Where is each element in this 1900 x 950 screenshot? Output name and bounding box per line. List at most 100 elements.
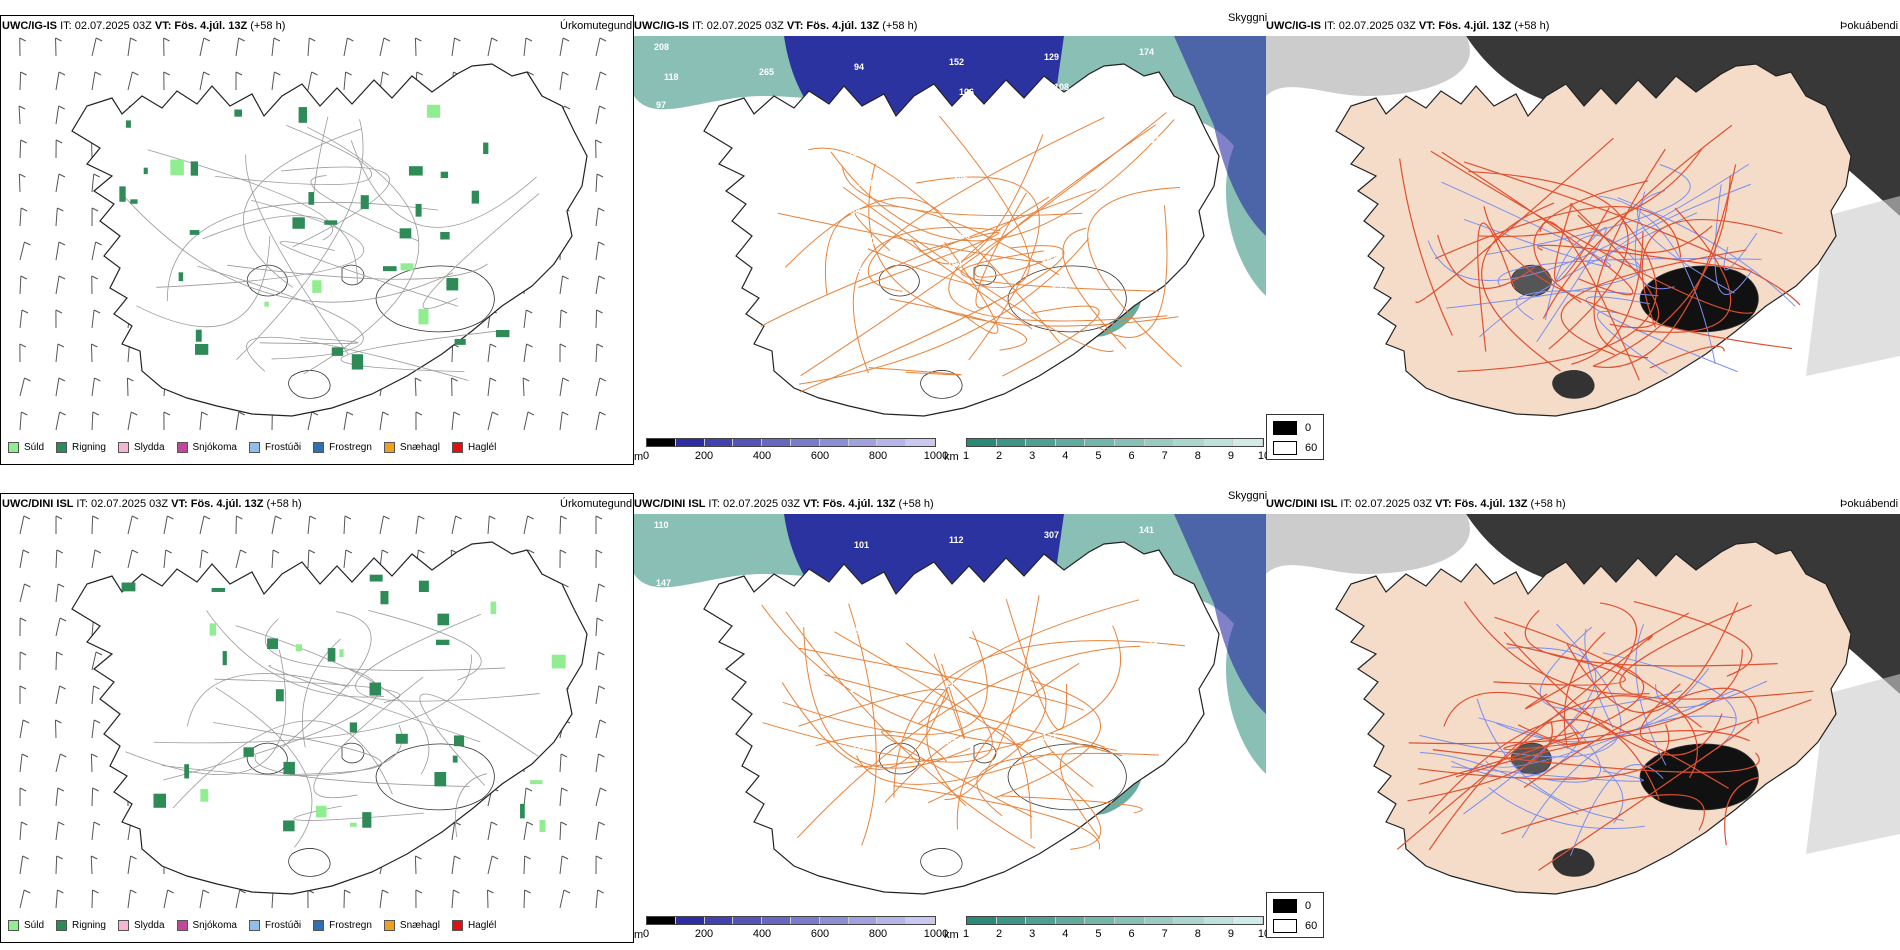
scale-cell [1174, 439, 1204, 446]
ceiling-value-label: 113 [858, 178, 873, 188]
fog-panel: UWC/DINI ISL IT: 02.07.2025 03Z VT: Fös.… [1266, 478, 1900, 948]
vt-value: Fös. 4.júl. 13Z [806, 20, 883, 32]
ceiling-value-label: 149 [658, 636, 673, 646]
precip-type-panel: UWC/DINI ISL IT: 02.07.2025 03Z VT: Fös.… [0, 478, 634, 948]
ceiling-value-label: 173 [951, 593, 966, 603]
ceiling-value-label: 130 [1141, 105, 1156, 115]
ceiling-value-label: 130 [955, 231, 970, 241]
it-label: IT: [76, 498, 92, 510]
ceiling-value-label: 218 [945, 201, 960, 211]
panel-header: UWC/DINI ISL IT: 02.07.2025 03Z VT: Fös.… [2, 494, 302, 514]
scale-cell [848, 917, 878, 924]
scale-tick-label: 3 [1029, 928, 1036, 940]
visibility-map: 110 116 128 116 121 141 147 172 251 336 307 115 149 1… [634, 514, 1266, 914]
legend-label: Haglél [467, 441, 497, 453]
precip-legend-item: Snæhagl [383, 919, 440, 931]
ceiling-value-label: 147 [656, 578, 671, 588]
precip-legend-item: Frostúði [248, 441, 301, 453]
ceiling-unit: m [634, 451, 644, 463]
forecast-row: UWC/DINI ISL IT: 02.07.2025 03Z VT: Fös.… [0, 478, 1900, 948]
fog-legend-item: 60 [1273, 441, 1317, 455]
it-value: 02.07.2025 03Z [1338, 20, 1419, 32]
fog-panel: UWC/IG-IS IT: 02.07.2025 03Z VT: Fös. 4.… [1266, 0, 1900, 470]
it-label: IT: [692, 20, 707, 32]
scale-tick-label: 2 [996, 450, 1003, 462]
ceiling-value-label: 117 [852, 742, 867, 752]
ceiling-value-label: 132 [1052, 284, 1067, 294]
ceiling-value-label: 259 [856, 120, 871, 130]
legend-swatch [248, 919, 260, 931]
roads [1396, 601, 1814, 871]
model-name: UWC/DINI ISL [1266, 498, 1341, 510]
vt-value: Fös. 4.júl. 13Z [822, 498, 899, 510]
precip-legend: Súld Rigning Slydda Snjókoma Frostúði Frostre… [8, 915, 508, 935]
ceiling-value-label: 120 [755, 689, 770, 699]
ceiling-value-label: 336 [947, 737, 962, 747]
vt-label: VT: [1435, 498, 1455, 510]
panel-title: Þokuábendi [1840, 20, 1899, 32]
glacier-outline [341, 264, 365, 286]
ceiling-value-label: 107 [1145, 221, 1160, 231]
panel-frame [0, 493, 634, 943]
ceiling-value-label: 172 [753, 631, 768, 641]
precip-legend-item: Slydda [117, 919, 165, 931]
scale-tick-label: 600 [810, 928, 830, 940]
forecast-row: UWC/IG-IS IT: 02.07.2025 03Z VT: Fös. 4.… [0, 0, 1900, 470]
ceiling-labels: 208 224 189 218 181 174 97 96 98 104 129 130 127 151 1… [654, 42, 1166, 304]
fog-map [1266, 36, 1900, 436]
roads [122, 116, 540, 381]
model-name: UWC/DINI ISL [634, 498, 709, 510]
scale-tick-label: 800 [868, 450, 888, 462]
panel-header: UWC/DINI ISL IT: 02.07.2025 03Z VT: Fös.… [1266, 494, 1566, 514]
visibility-map: 208 224 189 218 181 174 97 96 98 104 129 130 127 151 1… [634, 36, 1266, 436]
legend-label: 0 [1305, 900, 1312, 912]
legend-swatch [1273, 919, 1297, 933]
glacier-outline [288, 848, 331, 877]
ceiling-value-label: 105 [951, 115, 966, 125]
it-value: 02.07.2025 03Z [1355, 498, 1436, 510]
ceiling-value-label: 97 [1153, 193, 1163, 203]
ceiling-value-label: 131 [1050, 226, 1065, 236]
scale-cell [790, 439, 820, 446]
scale-cell [790, 917, 820, 924]
legend-label: Frostregn [329, 919, 372, 931]
panel-frame [0, 15, 634, 465]
ceiling-value-label: 98 [850, 206, 860, 216]
legend-label: Rigning [72, 441, 106, 453]
ceiling-value-label: 172 [763, 183, 778, 193]
ceiling-value-label: 83 [1056, 140, 1066, 150]
legend-swatch [117, 919, 129, 931]
ceiling-value-label: 102 [662, 274, 677, 284]
ceiling-value-label: 116 [751, 573, 766, 583]
legend-swatch [313, 919, 325, 931]
precip-legend-item: Snæhagl [383, 441, 440, 453]
precip-legend-item: Rigning [56, 919, 106, 931]
ceiling-value-label: 208 [654, 42, 669, 52]
ceiling-unit: m [634, 929, 644, 941]
panel-title: Þokuábendi [1840, 498, 1899, 510]
legend-label: 0 [1305, 422, 1312, 434]
ceiling-value-label: 84 [668, 188, 678, 198]
scale-cell [1203, 439, 1234, 446]
legend-swatch [56, 441, 68, 453]
model-name: UWC/IG-IS [2, 20, 61, 32]
roads [760, 112, 1183, 393]
it-label: IT: [60, 20, 75, 32]
coastline [71, 541, 588, 895]
scale-cell [967, 917, 997, 924]
ceiling-value-label: 265 [759, 67, 774, 77]
legend-label: Frostregn [329, 441, 372, 453]
scale-tick-label: 5 [1095, 928, 1102, 940]
ceiling-value-label: 307 [1044, 530, 1059, 540]
model-name: UWC/IG-IS [634, 20, 693, 32]
scale-cells [646, 916, 936, 925]
legend-label: Rigning [72, 919, 106, 931]
legend-label: Haglél [467, 919, 497, 931]
precip-legend: Súld Rigning Slydda Snjókoma Frostúði Frostre… [8, 437, 508, 457]
ceiling-value-label: 82 [1048, 646, 1058, 656]
ceiling-value-label: 118 [757, 747, 772, 757]
roads [1399, 124, 1801, 381]
lead-time: (+58 h) [1530, 498, 1566, 510]
scale-tick-label: 400 [752, 928, 772, 940]
vt-label: VT: [1418, 20, 1439, 32]
